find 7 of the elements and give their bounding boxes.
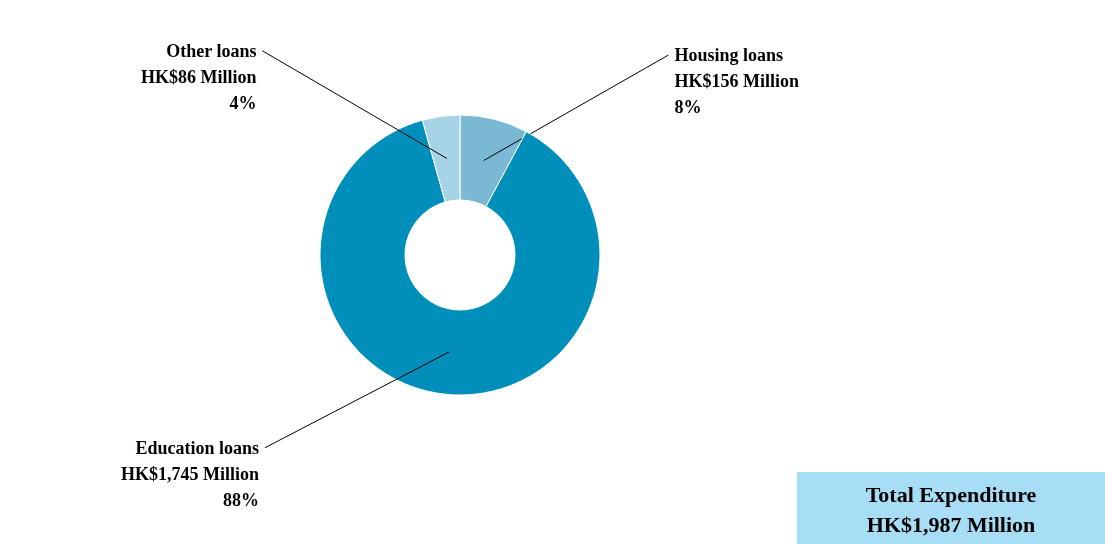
data-label: HK$86 Million 4% — [140, 66, 257, 113]
slice-label: Housing loans — [674, 45, 783, 66]
data-label: HK$156 Million 8% — [674, 71, 799, 118]
text: Total Expenditure HK$1,987 Million — [865, 482, 1037, 537]
slice-label: Other loans — [166, 40, 257, 61]
data-label: HK$1,745 Million 88% — [120, 463, 259, 510]
slice-label: Education loans — [135, 437, 259, 458]
